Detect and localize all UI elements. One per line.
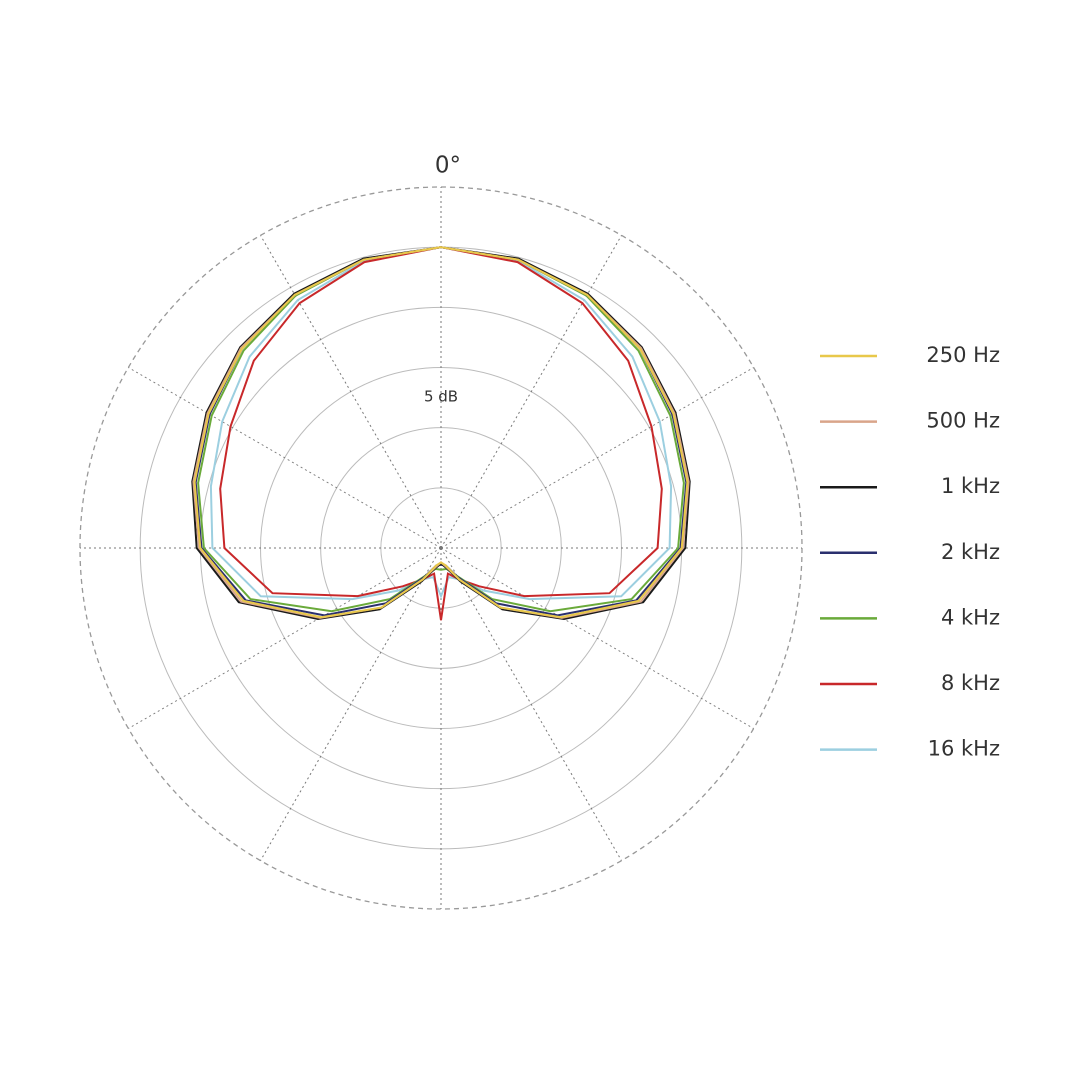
legend-label: 250 Hz (926, 343, 1000, 367)
spoke (440, 547, 754, 729)
legend-label: 8 kHz (941, 671, 1000, 695)
spoke (128, 547, 442, 729)
spoke (260, 547, 442, 861)
angle-label: 0° (435, 153, 461, 179)
series-line (209, 246, 673, 601)
legend-label: 2 kHz (941, 540, 1000, 564)
spoke (440, 367, 754, 549)
series-line (193, 246, 689, 619)
series-line (197, 246, 685, 613)
legend-label: 4 kHz (941, 605, 1000, 629)
legend-label: 1 kHz (941, 474, 1000, 498)
spoke (440, 547, 622, 861)
series-line (219, 246, 663, 621)
legend-label: 500 Hz (926, 409, 1000, 433)
spoke (128, 367, 442, 549)
spoke (260, 235, 442, 549)
spoke (440, 235, 622, 549)
legend-label: 16 kHz (928, 737, 1000, 761)
